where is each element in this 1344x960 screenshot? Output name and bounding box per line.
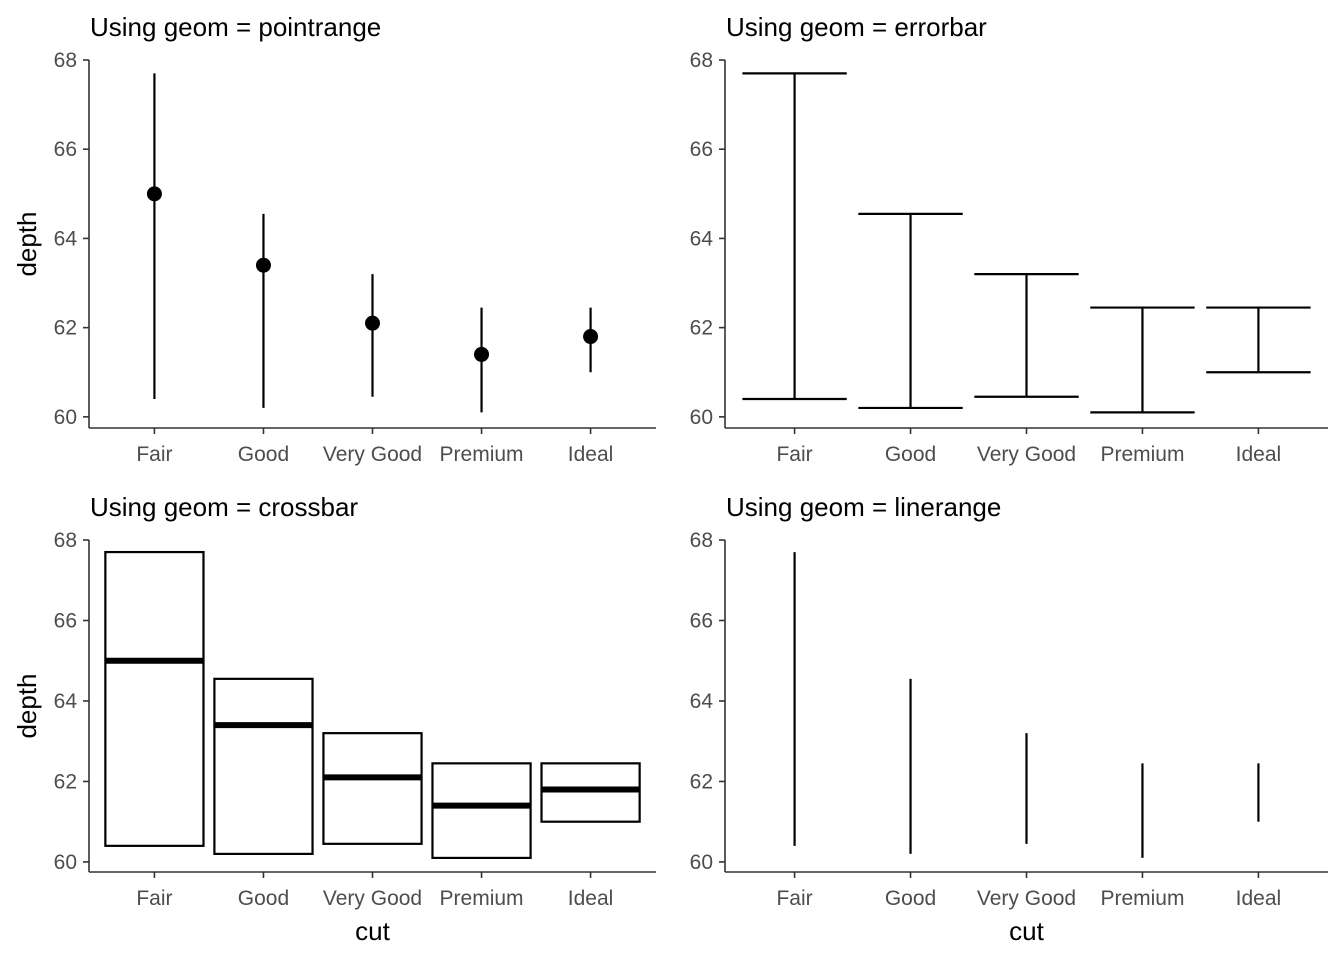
crossbar-box-very-good (322, 732, 423, 845)
x-tick-label: Good (885, 887, 936, 910)
y-tick-label: 62 (690, 770, 713, 793)
y-tick-label: 66 (690, 138, 713, 161)
panel-errorbar: Using geom = errorbar 60 62 64 66 68 Fair Good V… (690, 12, 1328, 466)
x-axis-title: cut (355, 916, 390, 946)
x-tick-label: Premium (440, 443, 524, 466)
x-axis-title: cut (1009, 916, 1044, 946)
x-tick-label: Fair (136, 887, 172, 910)
x-tick-label: Fair (776, 887, 812, 910)
y-tick-label: 62 (54, 317, 77, 340)
crossbar-box-fair (104, 550, 205, 847)
point-ideal (583, 329, 599, 345)
y-axis-title: depth (12, 673, 42, 738)
x-tick-label: Ideal (568, 443, 614, 466)
panel-pointrange: Using geom = pointrange 60 62 64 66 68 Fair Goo… (12, 12, 656, 466)
y-tick-label: 66 (690, 609, 713, 632)
y-tick-label: 64 (690, 690, 714, 713)
y-tick-label: 62 (54, 770, 77, 793)
panel-linerange: Using geom = linerange 60 62 64 66 68 Fair Good… (690, 492, 1328, 946)
x-tick-label: Good (238, 887, 289, 910)
y-tick-label: 60 (54, 851, 77, 874)
x-tick-label: Fair (136, 443, 172, 466)
crossbar-box-premium (431, 762, 532, 860)
x-tick-label: Ideal (568, 887, 614, 910)
y-tick-label: 60 (690, 851, 713, 874)
panel-title: Using geom = pointrange (90, 12, 381, 42)
x-tick-label: Very Good (323, 887, 422, 910)
panel-title: Using geom = linerange (726, 492, 1001, 522)
y-tick-label: 66 (54, 609, 77, 632)
y-tick-label: 66 (54, 138, 77, 161)
y-axis-title: depth (12, 211, 42, 276)
y-tick-label: 68 (54, 49, 77, 72)
x-tick-label: Premium (1100, 443, 1184, 466)
y-tick-label: 64 (54, 227, 78, 250)
x-tick-label: Very Good (323, 443, 422, 466)
point-good (255, 257, 271, 273)
crossbar-box-good (213, 677, 314, 855)
y-tick-label: 62 (690, 317, 713, 340)
crossbar-box-ideal (540, 762, 641, 823)
x-tick-label: Good (238, 443, 289, 466)
x-tick-label: Fair (776, 443, 812, 466)
point-premium (474, 346, 490, 362)
y-tick-label: 68 (54, 529, 77, 552)
x-tick-label: Very Good (977, 887, 1076, 910)
x-tick-label: Very Good (977, 443, 1076, 466)
x-tick-label: Premium (1100, 887, 1184, 910)
panel-title: Using geom = crossbar (90, 492, 358, 522)
x-tick-label: Ideal (1236, 887, 1282, 910)
point-fair (146, 186, 162, 202)
x-tick-label: Premium (440, 887, 524, 910)
y-tick-label: 60 (54, 406, 77, 429)
panel-crossbar: Using geom = crossbar 60 62 64 66 68 Fair Good V… (12, 492, 656, 946)
y-tick-label: 68 (690, 49, 713, 72)
point-very-good (365, 315, 380, 331)
panel-title: Using geom = errorbar (726, 12, 987, 42)
x-tick-label: Good (885, 443, 936, 466)
y-tick-label: 64 (690, 227, 714, 250)
x-tick-label: Ideal (1236, 443, 1282, 466)
y-tick-label: 64 (54, 690, 78, 713)
y-tick-label: 60 (690, 406, 713, 429)
y-tick-label: 68 (690, 529, 713, 552)
